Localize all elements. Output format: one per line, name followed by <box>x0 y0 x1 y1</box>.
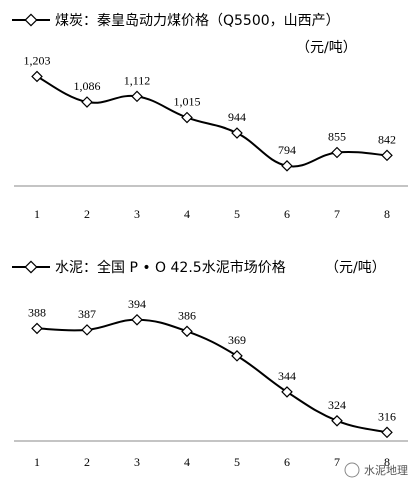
chart2-data-label-4: 386 <box>178 308 196 322</box>
wechat-icon <box>344 462 360 478</box>
chart1-point-6 <box>281 160 293 172</box>
chart2-unit: （元/吨） <box>325 260 386 276</box>
chart1-point-1 <box>31 70 43 83</box>
chart1-data-label-4: 1,015 <box>174 95 201 109</box>
chart1-data-label-3: 1,112 <box>124 73 151 87</box>
chart1-point-7 <box>331 146 343 159</box>
chart2-legend <box>12 260 50 274</box>
chart1-tick-label-4: 4 <box>184 207 190 221</box>
chart1-unit: （元/吨） <box>296 40 357 56</box>
chart2-data-label-3: 394 <box>128 297 146 311</box>
chart2-tick-label-3: 3 <box>134 455 140 469</box>
chart1-tick-label-8: 8 <box>384 207 390 221</box>
chart1-data-label-7: 855 <box>328 130 346 144</box>
chart1-point-4 <box>181 111 193 124</box>
chart2-point-2 <box>81 324 93 336</box>
chart1-point-2 <box>81 96 93 108</box>
chart1-data-label-1: 1,203 <box>24 53 51 67</box>
chart2-data-label-5: 369 <box>228 333 246 347</box>
chart2-data-label-6: 344 <box>278 369 296 383</box>
chart2-data-label-2: 387 <box>78 307 96 321</box>
watermark-text: 水泥地理 <box>364 464 408 477</box>
chart2-tick-label-2: 2 <box>84 455 90 469</box>
chart2-series-line <box>36 318 388 434</box>
chart1-data-label-6: 794 <box>278 143 296 157</box>
chart2-tick-label-4: 4 <box>184 455 190 469</box>
chart2-data-label-1: 388 <box>28 305 46 319</box>
chart2-point-8 <box>381 426 393 439</box>
chart2-point-7 <box>331 414 343 427</box>
chart1-series-line <box>36 75 388 168</box>
chart1-point-8 <box>381 149 393 162</box>
chart2-tick-label-1: 1 <box>34 455 40 469</box>
chart2-point-3 <box>131 313 143 326</box>
chart1-tick-label-2: 2 <box>84 207 90 221</box>
chart1-legend <box>12 13 50 27</box>
chart2-tick-label-8: 8 <box>384 455 390 469</box>
watermark: 水泥地理 <box>344 462 408 478</box>
chart2-tick-label-6: 6 <box>284 455 290 469</box>
chart1-data-label-8: 842 <box>378 132 396 146</box>
chart1-data-label-5: 944 <box>228 110 246 124</box>
chart1-legend-marker <box>24 13 38 27</box>
chart1-tick-label-3: 3 <box>134 207 140 221</box>
chart2-data-label-8: 316 <box>378 409 396 423</box>
chart2-tick-label-7: 7 <box>334 455 340 469</box>
chart2-tick-label-5: 5 <box>234 455 240 469</box>
chart1-tick-label-1: 1 <box>34 207 40 221</box>
chart2-title: 水泥：全国 P • O 42.5水泥市场价格 <box>55 259 286 276</box>
chart1-tick-label-7: 7 <box>334 207 340 221</box>
chart1-point-5 <box>231 127 243 139</box>
chart2-point-1 <box>31 322 43 335</box>
chart2-point-5 <box>231 350 243 362</box>
chart2-legend-marker <box>24 260 38 274</box>
chart2-point-6 <box>281 386 293 398</box>
chart1-point-3 <box>131 90 143 103</box>
chart1-tick-label-6: 6 <box>284 207 290 221</box>
chart2-data-label-7: 324 <box>328 398 346 412</box>
chart2-point-4 <box>181 325 193 338</box>
chart1-title: 煤炭：秦皇岛动力煤价格（Q5500，山西产） <box>55 13 340 29</box>
chart1-tick-label-5: 5 <box>234 207 240 221</box>
chart1-data-label-2: 1,086 <box>74 79 101 93</box>
